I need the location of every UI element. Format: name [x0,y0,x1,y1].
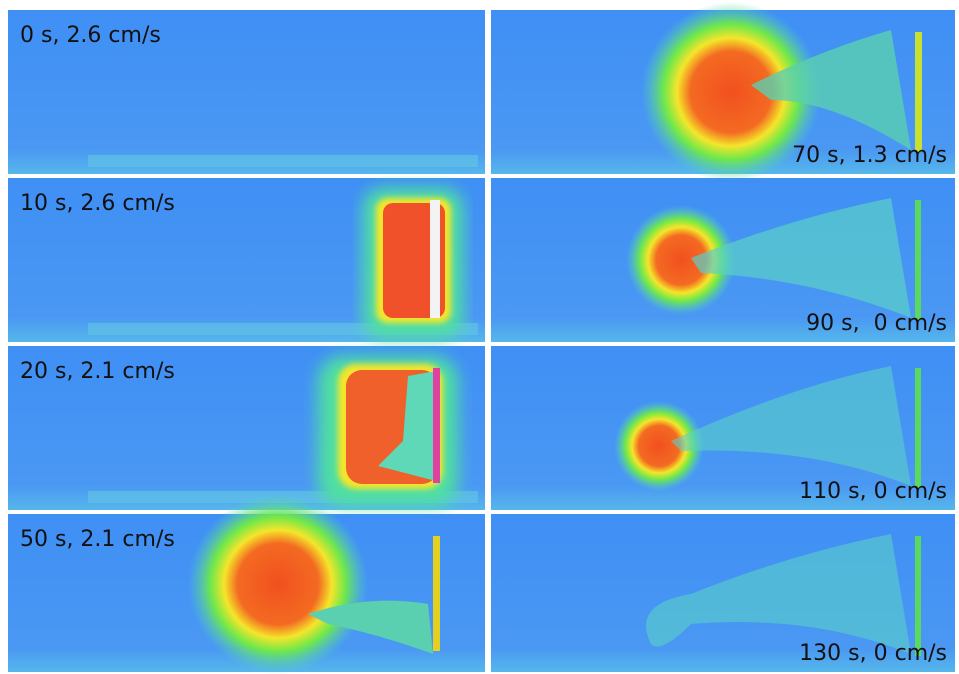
panel-label: 0 s, 2.6 cm/s [20,23,161,48]
panel-label: 90 s, 0 cm/s [806,311,947,336]
panel-label: 10 s, 2.6 cm/s [20,191,175,216]
panel: 20 s, 2.1 cm/s [8,346,485,510]
panel-label: 70 s, 1.3 cm/s [792,143,947,168]
panel: 70 s, 1.3 cm/s [491,2,955,182]
panel: 0 s, 2.6 cm/s [8,10,485,174]
panel-label: 130 s, 0 cm/s [799,641,947,666]
panel: 50 s, 2.1 cm/s [8,494,485,674]
panel: 110 s, 0 cm/s [491,346,955,510]
panel-label: 110 s, 0 cm/s [799,479,947,504]
figure: 0 s, 2.6 cm/s 10 s, 2.6 cm/s 20 s, 2.1 c… [0,0,959,674]
panel: 130 s, 0 cm/s [491,514,955,672]
panel: 90 s, 0 cm/s [491,178,955,342]
panel-label: 20 s, 2.1 cm/s [20,359,175,384]
panel-label: 50 s, 2.1 cm/s [20,527,175,552]
panel: 10 s, 2.6 cm/s [8,178,485,342]
